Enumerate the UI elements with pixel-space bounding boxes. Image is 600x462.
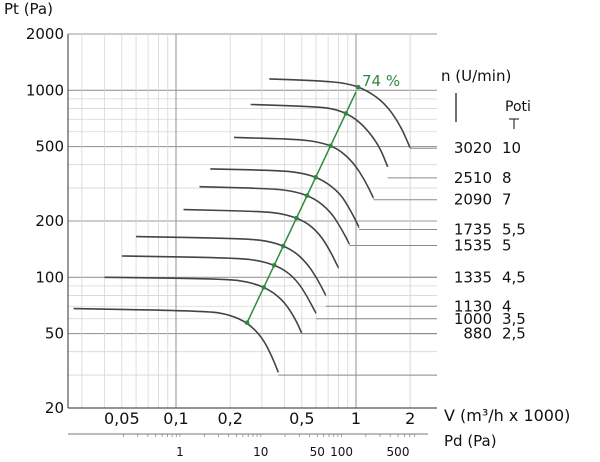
y-tick-label: 1000 xyxy=(26,81,64,99)
speed-value: 880 xyxy=(463,325,492,343)
speed-value: 1535 xyxy=(454,236,492,254)
pd-tick-label: 1 xyxy=(176,445,184,459)
y-axis-label: Pt (Pa) xyxy=(4,0,53,18)
x-tick-label: 2 xyxy=(405,409,415,428)
x-tick-labels: 0,05 0,1 0,2 0,5 1 2 xyxy=(104,409,415,428)
speed-leader-lines xyxy=(278,147,437,376)
efficiency-point xyxy=(280,243,286,249)
poti-value: 7 xyxy=(502,191,512,209)
y-tick-label: 2000 xyxy=(26,25,64,43)
speed-labels: 3020 10 2510 8 2090 7 1735 5,5 1535 5 1335 4,5 1130 4… xyxy=(454,139,526,342)
x-tick-label: 0,1 xyxy=(163,409,188,428)
y-tick-labels: 20 50 100 200 500 1000 2000 xyxy=(26,25,64,417)
pd-tick-label: 50 xyxy=(310,445,325,459)
speed-header: n (U/min) xyxy=(441,67,511,85)
poti-value: 4 xyxy=(502,297,512,315)
efficiency-line-group xyxy=(244,84,361,325)
efficiency-point xyxy=(313,175,318,180)
fan-curve xyxy=(121,255,317,315)
speed-value: 1735 xyxy=(454,221,492,239)
x-axis-label: V (m³/h x 1000) xyxy=(444,406,570,425)
efficiency-point xyxy=(244,320,250,325)
chart-grid xyxy=(67,33,437,435)
pd-axis-label: Pd (Pa) xyxy=(444,432,497,450)
efficiency-point xyxy=(355,84,361,90)
poti-value: 10 xyxy=(502,139,521,157)
poti-value: 4,5 xyxy=(502,268,526,286)
fan-curve xyxy=(136,235,327,297)
efficiency-label: 74 % xyxy=(362,72,400,90)
speed-value: 1335 xyxy=(454,268,492,286)
fan-curves xyxy=(73,78,412,373)
y-tick-label: 20 xyxy=(45,399,64,417)
x-tick-label: 0,2 xyxy=(217,409,242,428)
fan-curve xyxy=(183,208,340,269)
efficiency-point xyxy=(328,143,333,149)
speed-value: 2090 xyxy=(454,191,492,209)
x-tick-label: 0,05 xyxy=(104,409,140,428)
y-tick-label: 100 xyxy=(35,268,64,286)
poti-header: Poti xyxy=(505,99,531,115)
efficiency-point xyxy=(304,193,310,198)
x-tick-label: 0,5 xyxy=(289,409,314,428)
speed-value: 3020 xyxy=(454,139,492,157)
y-tick-label: 50 xyxy=(45,325,64,343)
poti-value: 5 xyxy=(502,236,512,254)
pd-tick-labels: 1 10 50 100 500 xyxy=(123,434,415,459)
speed-value: 1130 xyxy=(454,297,492,315)
efficiency-point xyxy=(261,285,267,290)
speed-value: 2510 xyxy=(454,169,492,187)
poti-value: 3,5 xyxy=(502,310,526,328)
fan-curve xyxy=(233,136,375,199)
pd-tick-label: 10 xyxy=(253,445,268,459)
fan-curve xyxy=(210,168,360,229)
pd-tick-label: 100 xyxy=(330,445,353,459)
fan-curve xyxy=(250,103,389,168)
y-tick-label: 200 xyxy=(35,212,64,230)
efficiency-point xyxy=(294,215,299,221)
poti-value: 2,5 xyxy=(502,325,526,343)
y-tick-label: 500 xyxy=(35,138,64,156)
fan-curve xyxy=(199,185,351,246)
speed-value: 1000 xyxy=(454,310,492,328)
x-tick-label: 1 xyxy=(351,409,361,428)
pd-tick-label: 500 xyxy=(387,445,410,459)
efficiency-line xyxy=(246,91,357,322)
fan-curve xyxy=(104,276,303,335)
efficiency-point xyxy=(271,263,277,268)
fan-curve xyxy=(269,78,412,149)
poti-value: 8 xyxy=(502,169,512,187)
efficiency-point xyxy=(343,111,349,116)
poti-value: 5,5 xyxy=(502,221,526,239)
